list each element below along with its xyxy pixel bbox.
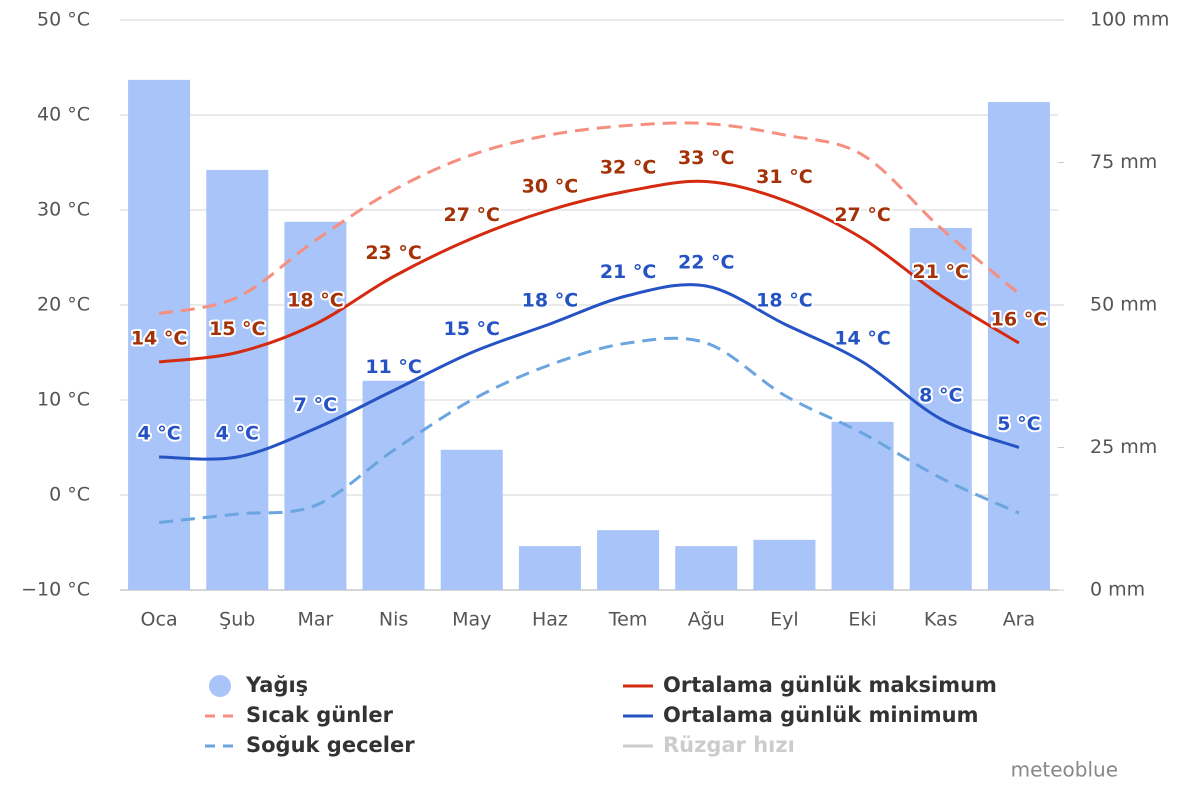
data-label: 27 °C xyxy=(834,204,891,226)
x-tick-label: Ara xyxy=(1003,609,1035,631)
data-label: 4 °C xyxy=(137,423,180,445)
precip-bar xyxy=(831,421,894,590)
precip-bar xyxy=(753,539,816,590)
data-label: 18 °C xyxy=(756,290,813,312)
x-tick-label: Eki xyxy=(848,609,876,631)
line xyxy=(159,283,1020,461)
data-label: 32 °C xyxy=(600,157,657,179)
x-tick-label: Eyl xyxy=(770,609,799,631)
y2-tick-label: 0 mm xyxy=(1090,579,1145,601)
legend-label[interactable]: Yağış xyxy=(245,673,308,697)
x-tick-label: May xyxy=(452,609,491,631)
precip-bar xyxy=(128,79,191,590)
x-tick-label: Kas xyxy=(924,609,958,631)
y-tick-label: 50 °C xyxy=(37,9,90,31)
data-label: 18 °C xyxy=(287,290,344,312)
precip-bar xyxy=(362,380,425,590)
y2-tick-label: 25 mm xyxy=(1090,436,1157,458)
data-label: 14 °C xyxy=(131,328,188,350)
y-tick-label: −10 °C xyxy=(21,579,90,601)
y2-tick-label: 100 mm xyxy=(1090,9,1169,31)
legend-label[interactable]: Rüzgar hızı xyxy=(663,733,795,757)
x-tick-label: Oca xyxy=(141,609,178,631)
x-tick-label: Ağu xyxy=(688,609,725,631)
credit: meteoblue xyxy=(1011,758,1118,782)
legend-label[interactable]: Soğuk geceler xyxy=(246,733,415,757)
data-label: 31 °C xyxy=(756,166,813,188)
data-label: 15 °C xyxy=(444,318,501,340)
data-label: 33 °C xyxy=(678,147,735,169)
data-label: 22 °C xyxy=(678,252,735,274)
y-tick-label: 40 °C xyxy=(37,104,90,126)
x-tick-label: Tem xyxy=(608,609,648,631)
data-label: 7 °C xyxy=(294,394,337,416)
y-tick-label: 30 °C xyxy=(37,199,90,221)
line xyxy=(158,179,1020,364)
legend-label[interactable]: Ortalama günlük maksimum xyxy=(663,673,997,697)
data-label: 11 °C xyxy=(365,356,422,378)
y2-tick-label: 75 mm xyxy=(1090,151,1157,173)
precip-bar xyxy=(909,228,972,591)
data-label: 21 °C xyxy=(913,261,970,283)
precip-bar xyxy=(675,546,738,590)
data-label: 8 °C xyxy=(919,385,962,407)
data-label: 18 °C xyxy=(522,290,579,312)
x-tick-label: Haz xyxy=(532,609,568,631)
dashed-line xyxy=(158,336,1020,525)
precip-bar xyxy=(518,546,581,590)
data-label: 14 °C xyxy=(834,328,891,350)
data-label: 27 °C xyxy=(444,204,501,226)
data-label: 30 °C xyxy=(522,176,579,198)
x-tick-label: Şub xyxy=(219,609,255,631)
y-tick-label: 10 °C xyxy=(37,389,90,411)
dashed-line xyxy=(158,121,1020,316)
grid xyxy=(120,19,1058,591)
legend-label[interactable]: Sıcak günler xyxy=(246,703,394,727)
legend-label[interactable]: Ortalama günlük minimum xyxy=(663,703,978,727)
x-tick-label: Mar xyxy=(297,609,333,631)
precip-bar xyxy=(284,221,347,590)
data-label: 16 °C xyxy=(991,309,1048,331)
precip-bar xyxy=(987,102,1050,590)
y2-tick-label: 50 mm xyxy=(1090,294,1157,316)
data-label: 4 °C xyxy=(216,423,259,445)
data-label: 5 °C xyxy=(997,413,1040,435)
data-label: 23 °C xyxy=(365,242,422,264)
y-tick-label: 0 °C xyxy=(49,484,90,506)
y-tick-label: 20 °C xyxy=(37,294,90,316)
precip-bar xyxy=(206,169,269,590)
data-label: 21 °C xyxy=(600,261,657,283)
legend-symbol xyxy=(209,675,231,697)
precip-bar xyxy=(597,530,660,590)
data-label: 15 °C xyxy=(209,318,266,340)
x-tick-label: Nis xyxy=(379,609,408,631)
precip-bar xyxy=(440,449,503,590)
